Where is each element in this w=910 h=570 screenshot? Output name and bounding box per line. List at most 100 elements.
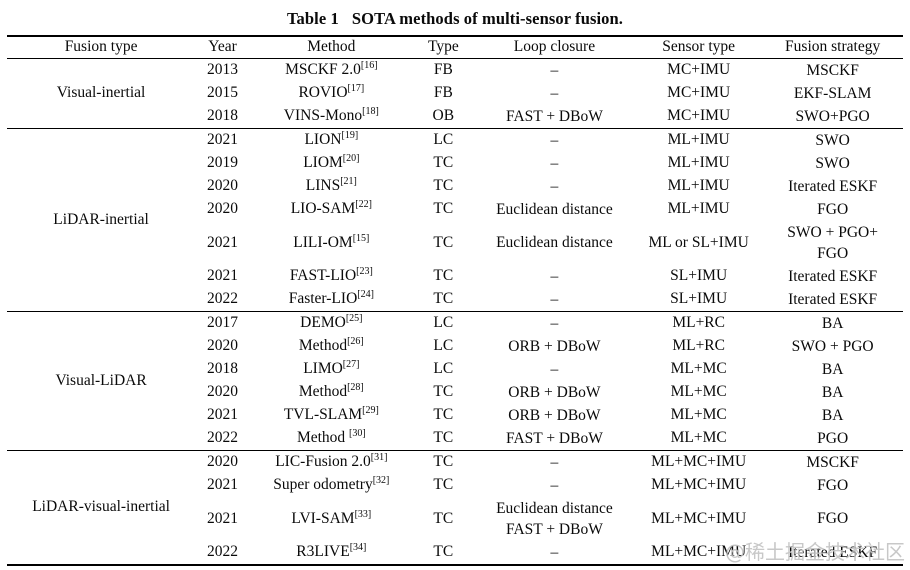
text-line: – — [550, 476, 559, 494]
sensor-type-cell: ML+MC — [670, 383, 727, 400]
fusion-strategy-cell: MSCKF — [762, 449, 903, 474]
text-line: Euclidean distance — [496, 234, 613, 251]
citation-ref: [26] — [347, 335, 364, 347]
year-cell: 2019 — [206, 154, 238, 171]
year-cell: 2018 — [206, 107, 238, 124]
table-row: 2020 LIO-SAM[22] TC Euclidean distance ML+IM… — [7, 198, 903, 221]
method-cell: Faster-LIO[24] — [288, 288, 374, 307]
year-cell: 2021 — [206, 267, 238, 284]
fusion-strategy-cell: EKF-SLAM — [762, 82, 903, 105]
type-cell: TC — [433, 200, 454, 217]
table-row: Visual-inertial 2013 MSCKF 2.0[16] FB – MC+IM… — [7, 58, 903, 101]
year-cell: 2020 — [206, 177, 238, 194]
type-cell: TC — [412, 449, 474, 474]
text-line: – — [550, 154, 559, 172]
text-line: – — [550, 131, 559, 149]
table-caption-label: Table 1 — [286, 9, 339, 28]
citation-ref: [27] — [342, 358, 360, 370]
fusion-strategy-cell: BA — [762, 310, 903, 335]
year-cell: 2021 — [206, 476, 238, 493]
text-line: – — [550, 267, 559, 285]
loop-closure-cell: – — [474, 152, 635, 175]
method-cell: Method [30] — [296, 427, 366, 446]
text-line: – — [550, 360, 559, 378]
fusion-strategy-cell: FGO — [762, 474, 903, 497]
year-cell: 2022 — [206, 543, 238, 560]
text-line: ORB + DBoW — [508, 406, 601, 424]
text-line: SWO — [815, 154, 850, 172]
text-line: BA — [821, 383, 844, 401]
sensor-type-cell: ML+MC+IMU — [635, 449, 763, 474]
text-line: SWO+PGO — [795, 107, 870, 125]
fusion-type-cell: Visual-inertial — [56, 84, 146, 101]
column-header-method: Method — [249, 36, 413, 59]
citation-ref: [33] — [354, 508, 372, 520]
method-cell: LIOM[20] — [303, 152, 360, 171]
text-line: Euclidean distance — [496, 499, 613, 517]
sensor-type-cell: SL+IMU — [670, 267, 728, 284]
text-line: – — [550, 290, 559, 308]
text-line: FAST + DBoW — [505, 429, 603, 447]
loop-closure-cell: – — [473, 127, 636, 152]
citation-ref: [19] — [341, 129, 359, 141]
text-line: BA — [821, 314, 844, 332]
fusion-strategy-cell: SWO+PGO — [762, 105, 903, 129]
text-line: SWO — [815, 131, 850, 149]
type-cell: TC — [433, 429, 454, 446]
sensor-type-cell: MC+IMU — [667, 61, 731, 78]
type-cell: TC — [433, 177, 454, 194]
fusion-strategy-cell: BA — [762, 358, 903, 381]
sensor-type-cell: ML+IMU — [635, 127, 763, 152]
fusion-strategy-cell: FGO — [762, 497, 903, 541]
text-line: BA — [821, 406, 844, 424]
table-row: 2022 R3LIVE[34] TC – ML+MC+IMU Iterated ESKF — [7, 541, 903, 565]
citation-ref: [30] — [349, 427, 366, 439]
citation-ref: [24] — [357, 288, 374, 300]
text-line: MSCKF — [806, 61, 859, 79]
citation-ref: [31] — [370, 451, 388, 463]
loop-closure-cell: – — [474, 58, 635, 82]
text-line: BA — [821, 360, 844, 378]
text-line: ORB + DBoW — [508, 383, 601, 401]
text-line: FGO — [817, 510, 849, 527]
fusion-strategy-cell: BA — [762, 381, 903, 404]
sensor-type-cell: ML+IMU — [667, 177, 730, 194]
loop-closure-cell: – — [473, 310, 636, 335]
table-row: 2018 LIMO[27] LC – ML+MC BA — [7, 358, 903, 381]
sensor-type-cell: MC+IMU — [667, 84, 731, 101]
method-cell: LIMO[27] — [303, 358, 360, 377]
type-cell: TC — [433, 267, 454, 284]
text-line: FAST + DBoW — [505, 520, 603, 538]
fusion-strategy-cell: FGO — [762, 198, 903, 221]
text-line: FGO — [817, 244, 849, 262]
loop-closure-cell: – — [474, 175, 635, 198]
table-caption: Table 1 SOTA methods of multi-sensor fusi… — [0, 0, 910, 29]
fusion-strategy-cell: SWO — [762, 152, 903, 175]
loop-closure-cell: FAST + DBoW — [474, 427, 635, 451]
table-row: 2021 LILI-OM[15] TC Euclidean distance ML or… — [7, 221, 903, 265]
table-row: 2019 LIOM[20] TC – ML+IMU SWO — [7, 152, 903, 175]
table-row: 2020 Method[28] TC ORB + DBoW ML+MC BA — [7, 381, 903, 404]
table-row: Visual-LiDAR 2017 DEMO[25] LC – ML+RC BA — [7, 310, 903, 450]
loop-closure-cell: Euclidean distance FAST + DBoW — [474, 497, 635, 541]
column-header-fusion-type: Fusion type — [7, 36, 196, 59]
fusion-type-cell: LiDAR-visual-inertial — [7, 449, 196, 565]
type-cell: LC — [412, 310, 474, 335]
loop-closure-cell: Euclidean distance — [474, 221, 635, 265]
loop-closure-cell: – — [474, 358, 635, 381]
method-cell: Method[28] — [298, 381, 364, 400]
method-cell: FAST-LIO[23] — [289, 265, 373, 284]
column-header-loop-closure: Loop closure — [473, 36, 636, 59]
table-row: 2021 FAST-LIO[23] TC – SL+IMU Iterated ESKF — [7, 265, 903, 288]
loop-closure-cell: – — [474, 541, 635, 565]
sensor-type-cell: ML+MC+IMU — [651, 476, 747, 493]
citation-ref: [16] — [360, 59, 378, 71]
method-cell: TVL-SLAM[29] — [283, 404, 379, 423]
type-cell: FB — [433, 84, 453, 101]
year-cell: 2021 — [206, 233, 238, 251]
citation-ref: [15] — [352, 232, 370, 244]
column-header-sensor-type: Sensor type — [635, 36, 763, 59]
citation-ref: [23] — [356, 265, 373, 277]
fusion-strategy-cell: PGO — [762, 427, 903, 451]
